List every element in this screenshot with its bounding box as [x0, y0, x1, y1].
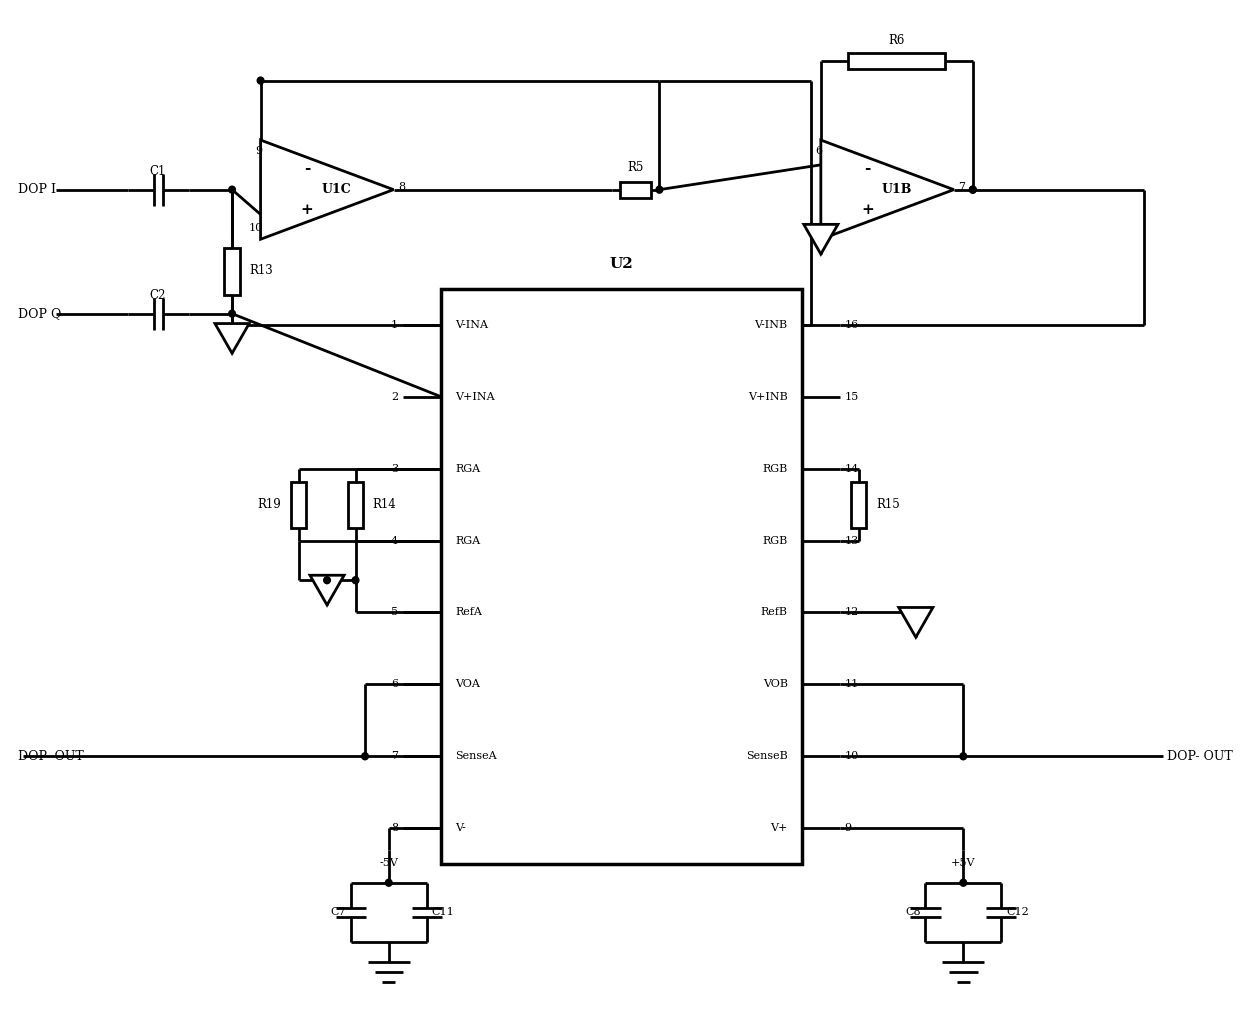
- Text: 5: 5: [816, 223, 823, 233]
- Text: R19: R19: [258, 498, 281, 511]
- Text: 15: 15: [844, 391, 859, 402]
- Text: 4: 4: [391, 535, 398, 545]
- Text: R14: R14: [373, 498, 397, 511]
- Text: R6: R6: [889, 34, 905, 47]
- Text: C1: C1: [150, 165, 166, 179]
- Text: C11: C11: [432, 908, 454, 917]
- Text: +: +: [861, 203, 874, 218]
- Bar: [620, 182, 651, 197]
- Text: 8: 8: [398, 182, 405, 192]
- Text: 6: 6: [816, 146, 823, 156]
- Text: DOP- OUT: DOP- OUT: [19, 750, 84, 763]
- Polygon shape: [899, 608, 932, 637]
- Text: V-: V-: [455, 824, 466, 833]
- Text: SenseA: SenseA: [455, 752, 497, 761]
- Text: V-INB: V-INB: [754, 319, 787, 330]
- Text: 6: 6: [391, 679, 398, 689]
- Text: 2: 2: [391, 391, 398, 402]
- Text: DOP I: DOP I: [19, 183, 56, 196]
- Bar: [291, 482, 306, 528]
- Circle shape: [970, 186, 976, 193]
- Text: RefA: RefA: [455, 607, 482, 617]
- Text: 10: 10: [844, 752, 859, 761]
- Text: VOB: VOB: [763, 679, 787, 689]
- Text: 7: 7: [959, 182, 966, 192]
- Text: 7: 7: [392, 752, 398, 761]
- Polygon shape: [260, 140, 393, 239]
- Text: U1B: U1B: [882, 183, 911, 196]
- Text: RGA: RGA: [455, 463, 480, 473]
- Text: V+INB: V+INB: [748, 391, 787, 402]
- Bar: [848, 52, 945, 69]
- Text: VOA: VOA: [455, 679, 480, 689]
- Text: 12: 12: [844, 607, 859, 617]
- Text: 11: 11: [844, 679, 859, 689]
- Text: C7: C7: [331, 908, 346, 917]
- Text: RGA: RGA: [455, 535, 480, 545]
- Text: 9: 9: [255, 146, 263, 156]
- Text: V+: V+: [770, 824, 787, 833]
- Text: -5V: -5V: [379, 858, 398, 868]
- Text: R5: R5: [627, 161, 644, 175]
- Text: -: -: [864, 162, 870, 176]
- Polygon shape: [310, 575, 345, 605]
- Text: +5V: +5V: [951, 858, 976, 868]
- Text: 3: 3: [391, 463, 398, 473]
- Circle shape: [386, 879, 392, 886]
- Text: RGB: RGB: [763, 535, 787, 545]
- Text: C12: C12: [1006, 908, 1029, 917]
- Polygon shape: [215, 324, 249, 353]
- Text: 14: 14: [844, 463, 859, 473]
- Text: R15: R15: [875, 498, 900, 511]
- Circle shape: [970, 186, 976, 193]
- Text: DOP- OUT: DOP- OUT: [1168, 750, 1234, 763]
- Text: SenseB: SenseB: [746, 752, 787, 761]
- Text: 1: 1: [391, 319, 398, 330]
- Circle shape: [352, 577, 358, 583]
- Circle shape: [257, 77, 264, 84]
- Circle shape: [362, 753, 368, 760]
- Text: DOP Q: DOP Q: [19, 307, 62, 320]
- Text: -: -: [304, 162, 310, 176]
- Circle shape: [324, 577, 330, 583]
- Text: V+INA: V+INA: [455, 391, 495, 402]
- Circle shape: [228, 186, 236, 193]
- Text: RefB: RefB: [760, 607, 787, 617]
- Text: 5: 5: [391, 607, 398, 617]
- Text: U1C: U1C: [321, 183, 351, 196]
- Bar: [851, 482, 867, 528]
- Text: 13: 13: [844, 535, 859, 545]
- Text: V-INA: V-INA: [455, 319, 489, 330]
- Text: C2: C2: [150, 290, 166, 302]
- Bar: [224, 248, 239, 296]
- Circle shape: [960, 879, 967, 886]
- Text: +: +: [301, 203, 314, 218]
- Circle shape: [960, 753, 967, 760]
- Text: 9: 9: [844, 824, 852, 833]
- Text: R13: R13: [249, 265, 273, 277]
- Bar: [348, 482, 363, 528]
- Polygon shape: [821, 140, 954, 239]
- Circle shape: [656, 186, 662, 193]
- Polygon shape: [804, 224, 838, 254]
- Text: 10: 10: [248, 223, 263, 233]
- Circle shape: [228, 310, 236, 317]
- Text: C8: C8: [905, 908, 920, 917]
- Text: RGB: RGB: [763, 463, 787, 473]
- Text: 16: 16: [844, 319, 859, 330]
- Text: 8: 8: [391, 824, 398, 833]
- Text: U2: U2: [610, 257, 634, 271]
- Bar: [441, 289, 802, 864]
